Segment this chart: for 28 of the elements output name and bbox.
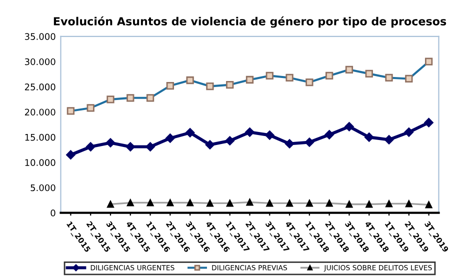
point (245, 128, 254, 137)
point (126, 142, 136, 152)
y-tick-label: 35.000 (24, 33, 56, 40)
y-tick-label: 30.000 (24, 58, 56, 66)
y-tick-label: 20.000 (24, 108, 56, 116)
point (185, 128, 195, 138)
y-tick-label: 5.000 (30, 184, 56, 192)
point (146, 142, 155, 152)
point (225, 136, 234, 146)
point (86, 142, 96, 152)
point (205, 140, 215, 150)
point (284, 139, 294, 148)
point (324, 130, 334, 140)
chart-title: Evolución Asuntos de violencia de género por tipo de procesos (54, 16, 446, 28)
point (304, 138, 314, 147)
point (404, 128, 414, 137)
point (384, 135, 394, 144)
y-tick-label: 25.000 (24, 84, 56, 90)
point (265, 130, 274, 140)
y-tick-label: 15.000 (25, 134, 56, 141)
point (166, 134, 175, 143)
point (106, 138, 116, 148)
y-tick-label: 10.000 (25, 159, 56, 166)
point (424, 118, 434, 128)
point (344, 122, 354, 132)
y-tick-label: 0 (50, 210, 56, 216)
point (66, 150, 76, 160)
point (364, 132, 374, 142)
